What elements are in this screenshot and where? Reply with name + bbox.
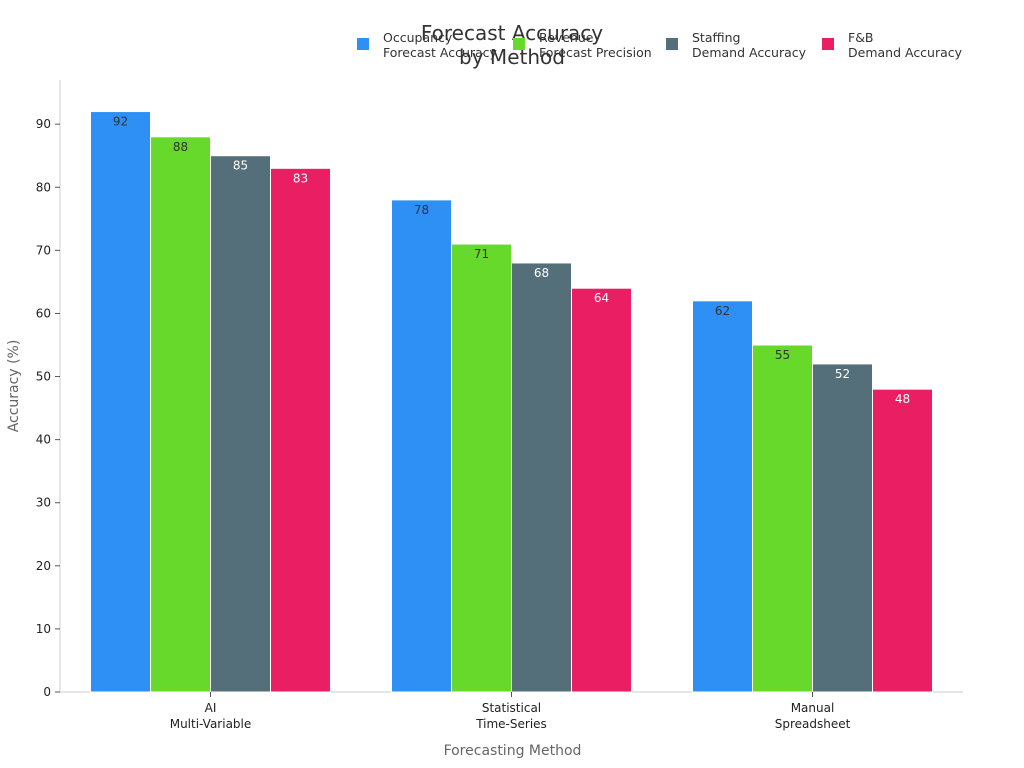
y-tick-label: 10 xyxy=(36,622,51,636)
legend-swatch xyxy=(822,38,834,50)
y-tick-label: 20 xyxy=(36,559,51,573)
legend-swatch xyxy=(357,38,369,50)
y-tick-label: 70 xyxy=(36,243,51,257)
bar-value-label: 55 xyxy=(775,348,790,362)
bar xyxy=(752,344,813,693)
bar xyxy=(270,167,331,693)
legend-label: Staffing Demand Accuracy xyxy=(692,30,807,60)
x-tick-label: AI Multi-Variable xyxy=(170,701,252,731)
bar xyxy=(872,388,933,693)
y-axis-title: Accuracy (%) xyxy=(6,340,22,433)
y-tick-label: 30 xyxy=(36,496,51,510)
chart-title: Forecast Accuracy by Method xyxy=(421,21,603,69)
bar-value-label: 83 xyxy=(293,171,308,185)
bar xyxy=(511,262,572,693)
bar xyxy=(391,199,452,693)
bar xyxy=(90,111,151,693)
bar xyxy=(571,287,632,693)
bar xyxy=(692,300,753,693)
legend-label: Occupancy Forecast Accuracy xyxy=(383,30,498,60)
y-tick-label: 90 xyxy=(36,117,51,131)
bar xyxy=(451,243,512,693)
bar-value-label: 71 xyxy=(474,247,489,261)
legend-swatch xyxy=(513,38,525,50)
y-tick-label: 50 xyxy=(36,370,51,384)
bar-value-label: 68 xyxy=(534,266,549,280)
bar-value-label: 48 xyxy=(895,392,910,406)
legend-label: Revenue Forecast Precision xyxy=(539,30,652,60)
x-axis-title: Forecasting Method xyxy=(444,743,582,759)
bar-value-label: 88 xyxy=(173,140,188,154)
legend-swatch xyxy=(666,38,678,50)
bar-value-label: 85 xyxy=(233,159,248,173)
bar xyxy=(210,155,271,693)
x-tick-label: Manual Spreadsheet xyxy=(775,701,851,731)
bar xyxy=(150,136,211,693)
bar-value-label: 62 xyxy=(715,304,730,318)
bar-value-label: 64 xyxy=(594,291,609,305)
x-tick-label: Statistical Time-Series xyxy=(475,701,547,731)
bar-value-label: 52 xyxy=(835,367,850,381)
y-tick-label: 40 xyxy=(36,433,51,447)
y-tick-label: 0 xyxy=(43,685,51,699)
bar xyxy=(812,363,873,693)
y-tick-label: 80 xyxy=(36,180,51,194)
bar-value-label: 92 xyxy=(113,115,128,129)
legend-label: F&B Demand Accuracy xyxy=(848,30,963,60)
y-tick-label: 60 xyxy=(36,306,51,320)
bar-value-label: 78 xyxy=(414,203,429,217)
